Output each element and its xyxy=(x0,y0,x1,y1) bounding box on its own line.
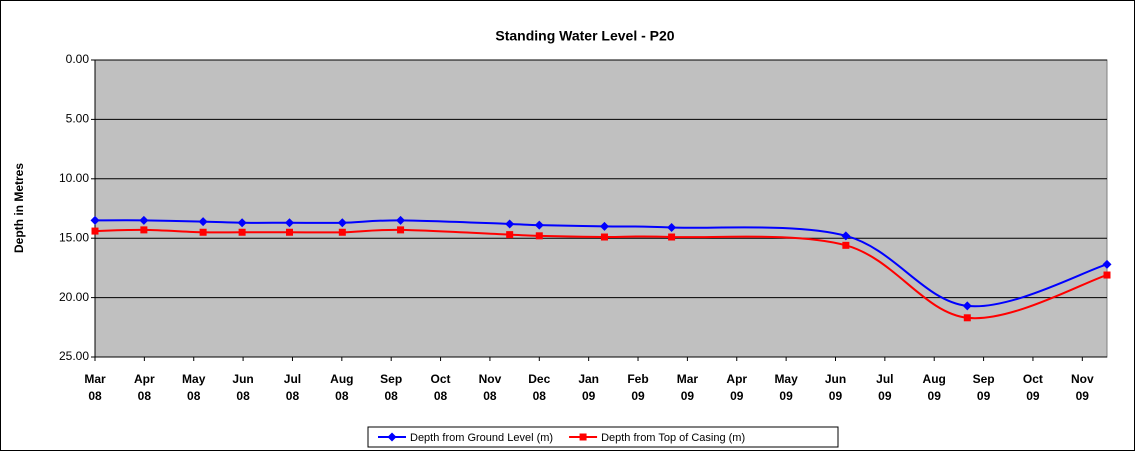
data-point xyxy=(396,215,406,225)
data-point xyxy=(337,218,347,228)
data-point xyxy=(338,228,346,236)
legend xyxy=(367,426,839,448)
data-point xyxy=(90,215,100,225)
series-line xyxy=(94,228,1108,320)
data-point xyxy=(91,227,99,235)
data-point xyxy=(237,218,247,228)
data-point xyxy=(962,301,972,311)
chart-title: Standing Water Level - P20 xyxy=(495,28,674,44)
data-point xyxy=(139,215,149,225)
data-point xyxy=(842,241,850,249)
y-tick-label: 0.00 xyxy=(66,52,90,66)
plot-area xyxy=(94,59,1108,358)
x-tick-label: Nov 08 xyxy=(478,372,502,403)
x-tick-label: Apr 08 xyxy=(134,372,155,403)
y-tick-label: 15.00 xyxy=(59,230,89,244)
legend-marker xyxy=(387,432,397,442)
x-tick-label: May 08 xyxy=(182,372,206,403)
data-point xyxy=(963,314,971,322)
data-point xyxy=(506,231,514,239)
x-tick-label: Dec 08 xyxy=(528,372,551,403)
data-point xyxy=(397,226,405,234)
data-point xyxy=(534,220,544,230)
data-point xyxy=(667,223,677,233)
x-tick-label: Nov 09 xyxy=(1070,372,1094,403)
data-point xyxy=(199,228,207,236)
y-axis-label: Depth in Metres xyxy=(12,163,26,253)
legend-label: Depth from Ground Level (m) xyxy=(410,432,553,444)
data-point xyxy=(285,218,295,228)
x-tick-label: May 09 xyxy=(774,372,798,403)
data-point xyxy=(238,228,246,236)
data-point xyxy=(600,233,608,241)
data-point xyxy=(286,228,294,236)
x-tick-label: Oct 08 xyxy=(430,372,451,403)
data-point xyxy=(841,231,851,241)
x-tick-label: Sep 09 xyxy=(972,372,995,403)
x-tick-label: Jul 08 xyxy=(283,372,302,403)
x-tick-label: Jun 09 xyxy=(824,372,847,403)
x-tick-label: Sep 08 xyxy=(380,372,403,403)
data-point xyxy=(140,226,148,234)
x-tick-label: Jul 09 xyxy=(876,372,894,403)
legend-marker xyxy=(579,433,587,441)
data-point xyxy=(198,217,208,227)
data-point xyxy=(668,233,676,241)
x-tick-label: Aug 08 xyxy=(330,372,354,403)
data-point xyxy=(1103,271,1111,279)
y-tick-label: 5.00 xyxy=(66,112,90,126)
x-tick-label: Mar 08 xyxy=(84,372,106,403)
y-tick-label: 10.00 xyxy=(59,171,89,185)
data-point xyxy=(505,219,515,229)
x-tick-label: Mar 09 xyxy=(676,372,699,403)
series-line xyxy=(94,219,1108,308)
x-tick-label: Apr 09 xyxy=(726,372,748,403)
data-point xyxy=(535,232,543,240)
x-tick-label: Aug 09 xyxy=(922,372,946,403)
data-point xyxy=(1102,259,1112,269)
data-point xyxy=(599,221,609,231)
x-tick-label: Feb 09 xyxy=(627,372,649,403)
legend-label: Depth from Top of Casing (m) xyxy=(601,432,745,444)
y-tick-label: 20.00 xyxy=(59,290,89,304)
x-tick-label: Oct 09 xyxy=(1022,372,1043,403)
x-tick-label: Jun 08 xyxy=(232,372,254,403)
y-tick-label: 25.00 xyxy=(59,349,89,363)
x-tick-label: Jan 09 xyxy=(578,372,599,403)
